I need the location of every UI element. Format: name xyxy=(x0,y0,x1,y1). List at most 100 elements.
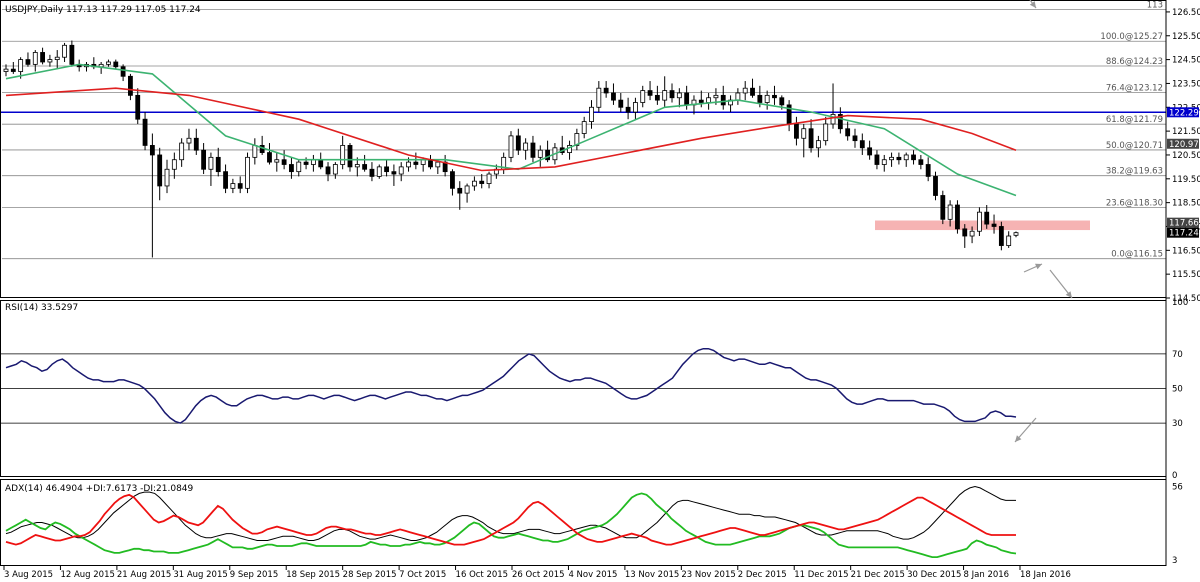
price-box-label: 117.66 xyxy=(1169,219,1199,229)
price-tick-label: 116.50 xyxy=(1172,246,1200,256)
annotation-arrowhead xyxy=(1029,1,1036,9)
candle-body xyxy=(625,106,631,113)
candle-body xyxy=(603,87,609,94)
overlay-layer xyxy=(1014,0,1073,443)
candle-body xyxy=(654,94,660,101)
candle-body xyxy=(267,152,272,163)
candle-body xyxy=(479,180,485,184)
candle-body xyxy=(296,161,302,173)
candle-body xyxy=(18,59,24,72)
date-tick-label: 18 Jan 2016 xyxy=(1020,570,1071,580)
candle-body xyxy=(845,128,851,137)
date-tick-label: 26 Oct 2015 xyxy=(512,570,565,580)
candle-body xyxy=(830,114,836,125)
price-box xyxy=(1167,138,1199,149)
price-tick-label: 120.50 xyxy=(1172,151,1200,161)
candle-body xyxy=(369,168,375,177)
candle-body xyxy=(508,135,514,158)
price-box xyxy=(1167,107,1199,118)
candle-body xyxy=(757,94,763,103)
fib-level-label: 38.2@119.63 xyxy=(1106,167,1163,177)
candle-body xyxy=(742,87,748,94)
candle-body xyxy=(406,161,411,168)
candle-body xyxy=(823,123,829,142)
price-box xyxy=(1167,227,1199,238)
price-box xyxy=(1167,217,1199,228)
rsi-panel[interactable] xyxy=(0,347,1166,424)
candle-body xyxy=(998,226,1004,246)
annotation-arrowhead xyxy=(1035,263,1042,270)
candle-body xyxy=(435,161,441,168)
main-price-panel[interactable]: 113 100.0@125.27 88.6@124.23 76.4@123.12 61.… xyxy=(0,1,1166,260)
resistance-zone xyxy=(875,220,1090,231)
candle-body xyxy=(684,92,690,106)
adx-panel[interactable] xyxy=(5,485,1017,558)
candle-body xyxy=(515,135,521,151)
rsi-line xyxy=(5,347,1017,424)
candle-body xyxy=(128,75,133,96)
candle-body xyxy=(464,185,470,194)
candle-body xyxy=(918,159,924,165)
price-tick-label: 121.50 xyxy=(1172,127,1200,137)
date-tick-label: 13 Nov 2015 xyxy=(625,570,679,580)
candle-body xyxy=(611,92,616,101)
candle-body xyxy=(764,94,770,103)
candle-body xyxy=(32,52,38,65)
date-tick-label: 11 Dec 2015 xyxy=(794,570,848,580)
candle-body xyxy=(530,142,536,158)
candle-body xyxy=(772,94,777,99)
candle-body xyxy=(289,164,294,173)
candle-body xyxy=(618,99,624,108)
candle-body xyxy=(142,118,148,146)
candle-body xyxy=(698,99,704,103)
candle-body xyxy=(903,154,909,161)
price-tick-label: 126.50 xyxy=(1172,8,1200,18)
candle-body xyxy=(230,183,236,189)
date-tick-label: 18 Sep 2015 xyxy=(286,570,340,580)
candle-body xyxy=(969,230,975,237)
candle-body xyxy=(10,68,16,72)
candle-body xyxy=(201,149,207,170)
candle-body xyxy=(545,149,551,161)
fib-level-label: 88.6@124.23 xyxy=(1106,57,1163,67)
date-tick-label: 21 Aug 2015 xyxy=(117,570,171,580)
candle-body xyxy=(984,211,990,225)
candle-body xyxy=(537,149,543,158)
candle-body xyxy=(837,114,843,130)
rsi-tick-label: 0 xyxy=(1172,471,1177,481)
candle-body xyxy=(874,154,880,165)
candle-body xyxy=(223,171,228,189)
candle-body xyxy=(662,90,668,101)
price-tick-label: 119.50 xyxy=(1172,175,1200,185)
candle-body xyxy=(940,195,946,220)
candle-body xyxy=(647,90,653,96)
candle-body xyxy=(428,159,433,168)
price-tick-label: 114.50 xyxy=(1172,294,1200,304)
fib-level-label: 113 xyxy=(1147,1,1163,11)
date-tick-label: 16 Oct 2015 xyxy=(456,570,509,580)
price-tick-label: 123.50 xyxy=(1172,79,1200,89)
candle-body xyxy=(113,61,119,68)
rsi-tick-label: 100 xyxy=(1172,298,1188,308)
candle-body xyxy=(750,87,755,96)
date-tick-label: 23 Nov 2015 xyxy=(681,570,735,580)
candle-body xyxy=(193,137,199,151)
candle-body xyxy=(720,94,726,106)
candle-body xyxy=(633,102,638,113)
candle-body xyxy=(947,204,953,220)
date-tick-label: 30 Dec 2015 xyxy=(907,570,961,580)
date-tick-label: 9 Sep 2015 xyxy=(230,570,278,580)
candle-body xyxy=(991,223,997,227)
main-header: USDJPY,Daily 117.13 117.29 117.05 117.24 xyxy=(5,5,201,15)
rsi-tick-label: 30 xyxy=(1172,419,1183,429)
candle-body xyxy=(25,59,31,65)
fib-level-label: 50.0@120.71 xyxy=(1106,141,1163,151)
adx-series-line xyxy=(5,492,1017,558)
candle-body xyxy=(186,137,192,144)
candle-body xyxy=(713,94,719,99)
candle-body xyxy=(925,164,931,177)
price-box-label: 120.97 xyxy=(1169,140,1199,150)
date-tick-label: 4 Nov 2015 xyxy=(568,570,617,580)
